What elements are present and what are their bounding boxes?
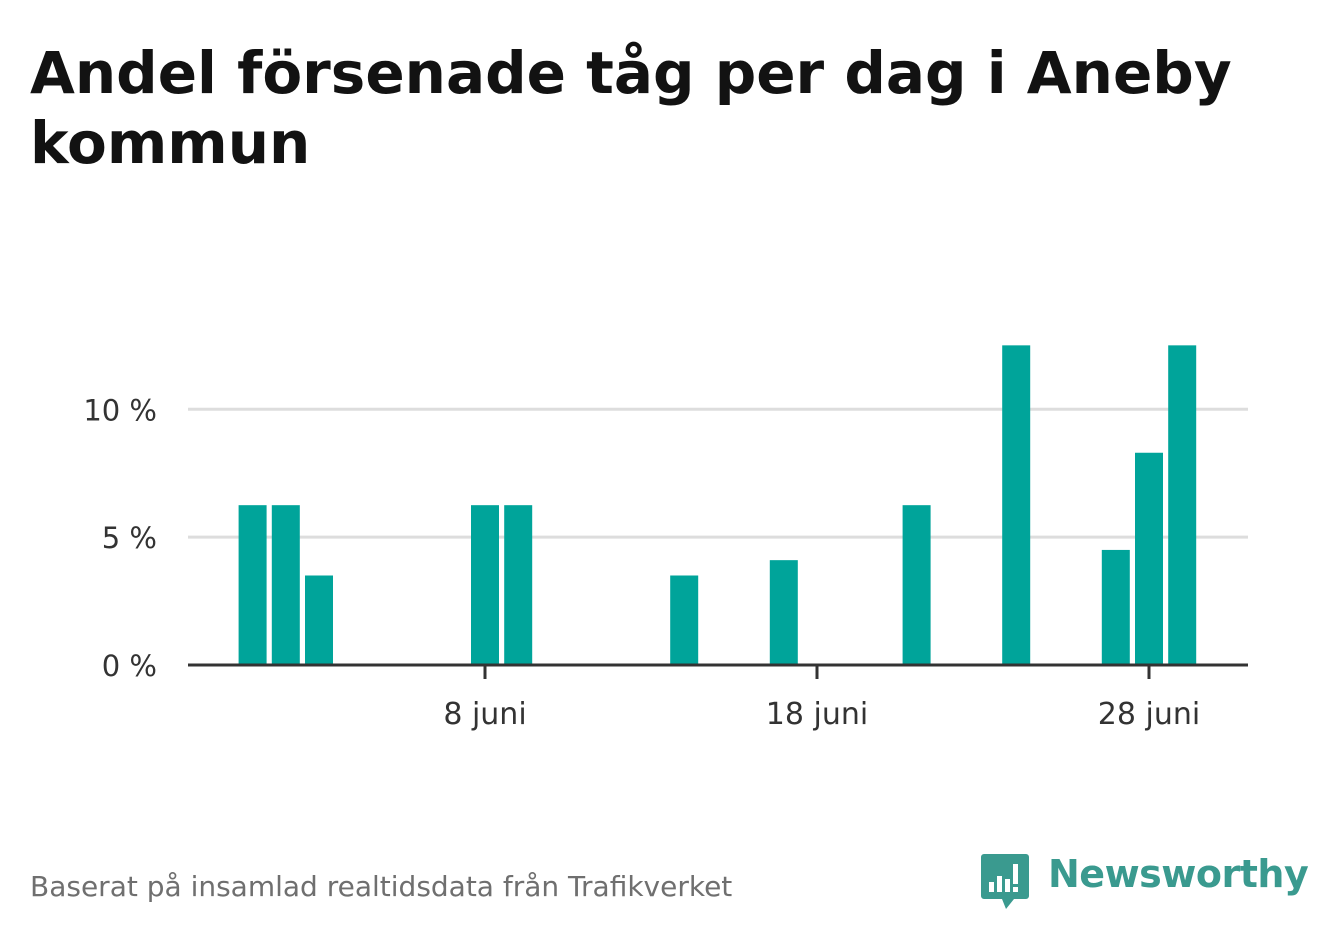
y-tick-label: 10 % [83, 393, 157, 427]
x-tick-label: 18 juni [766, 697, 868, 732]
y-tick-label: 0 % [102, 649, 157, 683]
bar [271, 505, 300, 665]
bar [1135, 452, 1163, 665]
bar [504, 505, 533, 665]
y-axis-ticks: 0 % 5 % 10 % [83, 393, 157, 683]
bar-series [238, 345, 1197, 665]
bar [1101, 549, 1130, 665]
bar [670, 575, 699, 665]
bar [305, 575, 333, 665]
newsworthy-chart-bubble-icon [981, 854, 1029, 909]
x-axis-ticks: 8 juni 18 juni 28 juni [443, 665, 1200, 732]
y-tick-label: 5 % [102, 521, 157, 555]
gridlines [188, 407, 1248, 539]
logo-text: Newsworthy [1048, 852, 1309, 896]
bar [471, 505, 499, 665]
x-tick-label: 28 juni [1098, 697, 1200, 732]
newsworthy-logo: Newsworthy [980, 848, 1309, 914]
chart-title: Andel försenade tåg per dag i Aneby komm… [30, 39, 1232, 177]
bar [1002, 345, 1031, 665]
bar [769, 560, 798, 665]
bar [1168, 345, 1197, 665]
bar [902, 505, 931, 665]
bar [238, 505, 267, 665]
source-note: Baserat på insamlad realtidsdata från Tr… [30, 870, 733, 903]
x-tick-label: 8 juni [443, 697, 526, 732]
